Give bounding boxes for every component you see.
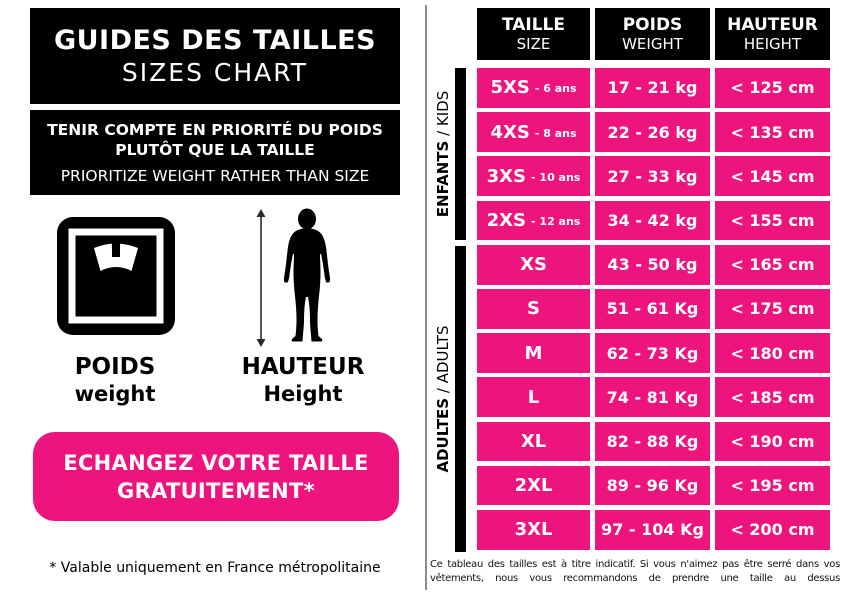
weight-label-fr: POIDS: [74, 354, 156, 380]
vertical-divider: [425, 5, 427, 590]
size-cell: M: [477, 333, 590, 373]
size-cell: S: [477, 288, 590, 329]
table-row: 3XS - 10 ans 27 - 33 kg < 145 cm: [477, 156, 830, 197]
table-row: 5XS - 6 ans 17 - 21 kg < 125 cm: [477, 68, 830, 108]
size-value: XL: [520, 430, 547, 452]
notice-en: PRIORITIZE WEIGHT RATHER THAN SIZE: [60, 167, 370, 185]
weight-cell: 82 - 88 Kg: [595, 421, 710, 462]
size-table: TAILLE SIZE POIDS WEIGHT HAUTEUR HEIGHT …: [477, 8, 830, 550]
table-body: 5XS - 6 ans 17 - 21 kg < 125 cm 4XS - 8 an…: [477, 68, 830, 550]
size-cell: XL: [477, 421, 590, 462]
size-value: 2XS: [486, 209, 527, 231]
title-box: GUIDES DES TAILLES SIZES CHART: [30, 8, 400, 104]
adults-group-label: ADULTES / ADULTS: [434, 325, 452, 473]
header-size: TAILLE SIZE: [477, 8, 590, 60]
footnote: * Valable uniquement en France métropoli…: [49, 560, 381, 576]
weight-label-en: weight: [74, 382, 156, 406]
weight-cell: 43 - 50 kg: [595, 244, 710, 285]
weight-label: POIDS weight: [40, 354, 190, 407]
height-cell: < 180 cm: [715, 333, 830, 373]
header-height: HAUTEUR HEIGHT: [715, 8, 830, 60]
table-header-row: TAILLE SIZE POIDS WEIGHT HAUTEUR HEIGHT: [477, 8, 830, 60]
size-value: 4XS: [490, 121, 530, 143]
height-person-icon: [250, 207, 342, 353]
notice-box: TENIR COMPTE EN PRIORITÉ DU POIDS PLUTÔT…: [30, 110, 400, 195]
weight-cell: 89 - 96 Kg: [595, 465, 710, 506]
age-value: - 8 ans: [534, 126, 577, 140]
height-cell: < 200 cm: [715, 509, 830, 550]
height-label-fr: HAUTEUR: [241, 354, 365, 380]
double-arrow-icon: [256, 209, 266, 347]
height-cell: < 165 cm: [715, 244, 830, 285]
table-row: 3XL 97 - 104 Kg < 200 cm: [477, 509, 830, 550]
table-row: L 74 - 81 Kg < 185 cm: [477, 377, 830, 418]
size-cell: 3XS - 10 ans: [477, 156, 590, 197]
height-cell: < 155 cm: [715, 200, 830, 241]
exchange-size-button[interactable]: ECHANGEZ VOTRE TAILLE GRATUITEMENT*: [33, 432, 399, 521]
notice-fr-line2: PLUTÔT QUE LA TAILLE: [115, 141, 315, 159]
size-value: 2XL: [514, 475, 553, 497]
height-label-en: Height: [263, 382, 343, 406]
size-value: 3XS: [486, 165, 527, 187]
height-cell: < 185 cm: [715, 377, 830, 418]
table-row: XS 43 - 50 kg < 165 cm: [477, 244, 830, 285]
size-cell: 2XL: [477, 465, 590, 506]
weight-cell: 51 - 61 Kg: [595, 288, 710, 329]
size-cell: XS: [477, 244, 590, 285]
weight-cell: 17 - 21 kg: [595, 68, 710, 108]
size-cell: L: [477, 377, 590, 418]
table-row: XL 82 - 88 Kg < 190 cm: [477, 421, 830, 462]
adults-group-bar: [455, 246, 466, 552]
weight-cell: 74 - 81 Kg: [595, 377, 710, 418]
page-title-fr: GUIDES DES TAILLES: [53, 25, 377, 56]
kids-group-label: ENFANTS / KIDS: [434, 90, 452, 218]
size-value: L: [527, 386, 540, 408]
weight-scale-icon: [55, 215, 177, 341]
size-cell: 3XL: [477, 509, 590, 550]
height-label: HAUTEUR Height: [228, 354, 378, 407]
table-row: 2XL 89 - 96 Kg < 195 cm: [477, 465, 830, 506]
height-cell: < 190 cm: [715, 421, 830, 462]
size-value: 3XL: [514, 519, 553, 541]
height-cell: < 195 cm: [715, 465, 830, 506]
table-row: S 51 - 61 Kg < 175 cm: [477, 288, 830, 329]
size-value: M: [524, 342, 543, 364]
size-cell: 2XS - 12 ans: [477, 200, 590, 241]
table-disclaimer: Ce tableau des tailles est à titre indic…: [430, 559, 840, 584]
size-value: 5XS: [490, 77, 530, 99]
exchange-button-line1: ECHANGEZ VOTRE TAILLE: [63, 450, 369, 475]
kids-group-bar: [455, 68, 466, 240]
table-row: 2XS - 12 ans 34 - 42 kg < 155 cm: [477, 200, 830, 241]
person-silhouette: [283, 208, 331, 342]
weight-cell: 22 - 26 kg: [595, 112, 710, 152]
weight-cell: 34 - 42 kg: [595, 200, 710, 241]
page-title-en: SIZES CHART: [121, 58, 309, 87]
exchange-button-line2: GRATUITEMENT*: [117, 478, 315, 503]
size-value: XS: [520, 254, 547, 276]
size-cell: 5XS - 6 ans: [477, 68, 590, 108]
weight-cell: 62 - 73 Kg: [595, 333, 710, 373]
header-weight: POIDS WEIGHT: [595, 8, 710, 60]
size-value: S: [527, 298, 540, 320]
age-value: - 12 ans: [531, 214, 581, 228]
table-row: M 62 - 73 Kg < 180 cm: [477, 333, 830, 373]
height-cell: < 145 cm: [715, 156, 830, 197]
notice-fr-line1: TENIR COMPTE EN PRIORITÉ DU POIDS: [47, 121, 383, 139]
weight-cell: 97 - 104 Kg: [595, 509, 710, 550]
weight-cell: 27 - 33 kg: [595, 156, 710, 197]
age-value: - 10 ans: [531, 170, 581, 184]
height-cell: < 135 cm: [715, 112, 830, 152]
height-cell: < 175 cm: [715, 288, 830, 329]
height-cell: < 125 cm: [715, 68, 830, 108]
table-row: 4XS - 8 ans 22 - 26 kg < 135 cm: [477, 112, 830, 152]
age-value: - 6 ans: [534, 82, 577, 96]
size-cell: 4XS - 8 ans: [477, 112, 590, 152]
